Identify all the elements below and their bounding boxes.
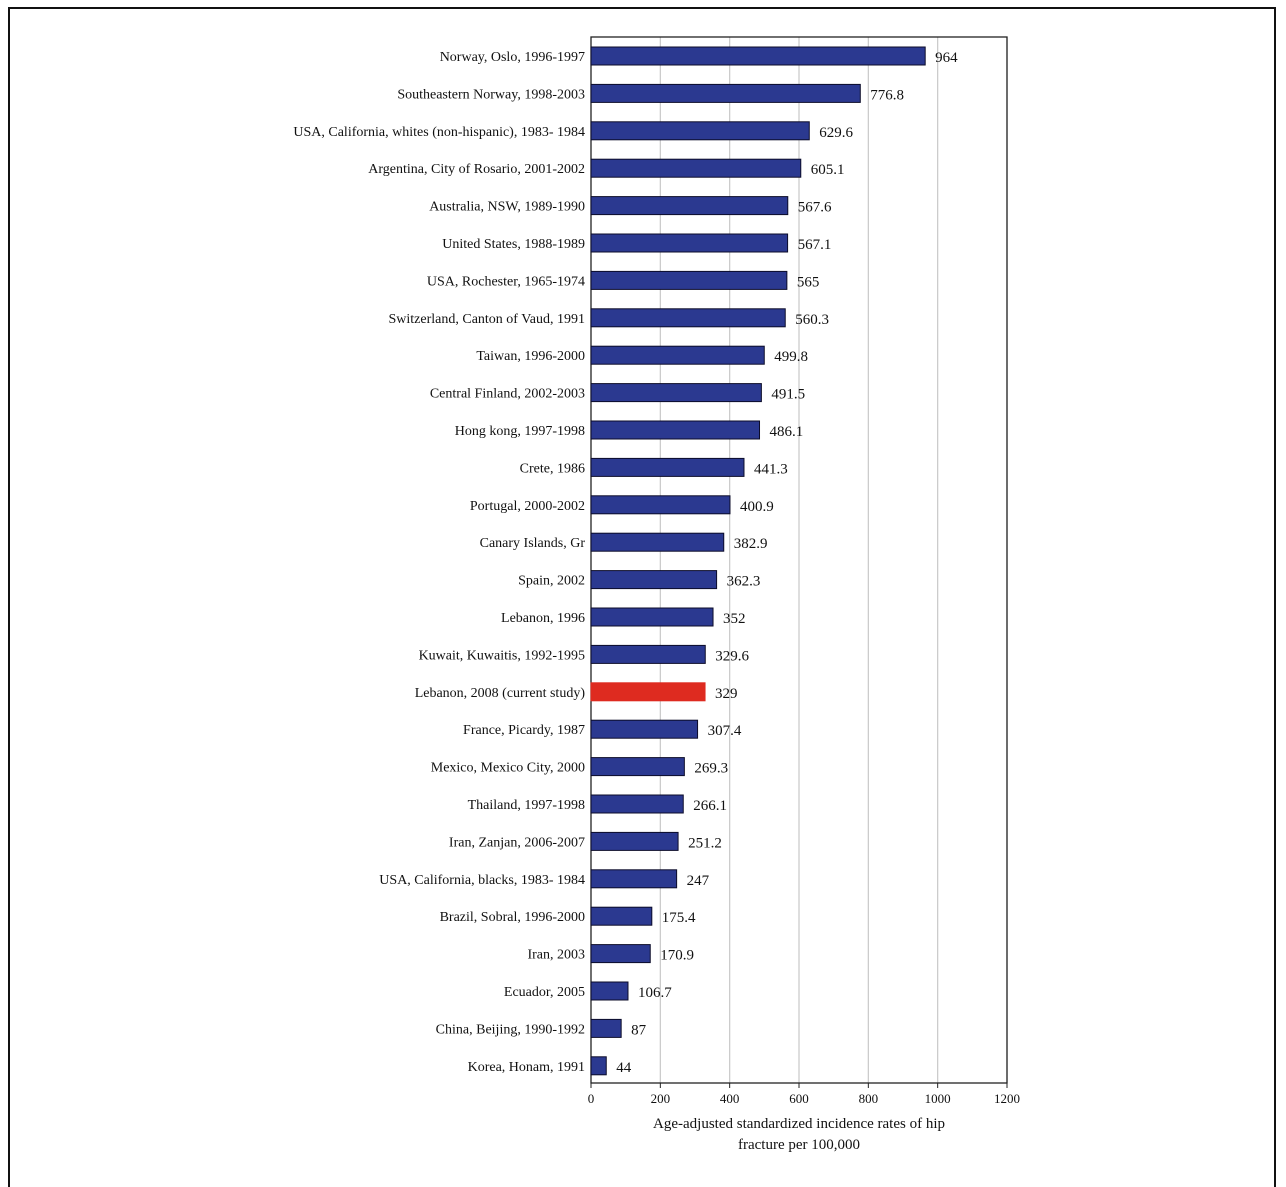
category-label: Iran, 2003 <box>527 948 585 963</box>
category-label: USA, California, whites (non-hispanic), … <box>293 125 585 140</box>
value-label: 565 <box>797 274 820 290</box>
category-label: Lebanon, 2008 (current study) <box>415 686 586 701</box>
category-label: Iran, Zanjan, 2006-2007 <box>449 835 585 850</box>
category-label: Mexico, Mexico City, 2000 <box>431 761 585 776</box>
bar <box>590 196 789 216</box>
category-label: Thailand, 1997-1998 <box>468 798 585 813</box>
category-label: Norway, Oslo, 1996-1997 <box>440 50 585 65</box>
value-label: 491.5 <box>771 387 805 403</box>
category-label: Lebanon, 1996 <box>501 611 585 626</box>
category-label: USA, Rochester, 1965-1974 <box>427 274 585 289</box>
value-label: 352 <box>723 611 746 627</box>
bar <box>590 1018 622 1038</box>
value-label: 87 <box>631 1022 647 1038</box>
category-label: Brazil, Sobral, 1996-2000 <box>440 910 585 925</box>
bar <box>590 1056 607 1076</box>
category-label: France, Picardy, 1987 <box>463 723 585 738</box>
x-axis-title-line: Age-adjusted standardized incidence rate… <box>653 1116 945 1132</box>
bar <box>590 495 731 515</box>
x-tick-label: 800 <box>859 1091 879 1106</box>
category-label: Australia, NSW, 1989-1990 <box>429 200 585 215</box>
bar <box>590 981 629 1001</box>
category-label: Central Finland, 2002-2003 <box>430 387 585 402</box>
value-label: 175.4 <box>662 910 696 926</box>
bar <box>590 757 685 777</box>
figure-frame <box>8 7 1276 1187</box>
x-tick-label: 1200 <box>994 1091 1020 1106</box>
category-label: China, Beijing, 1990-1992 <box>436 1022 585 1037</box>
bar <box>590 383 762 403</box>
category-label: Southeastern Norway, 1998-2003 <box>397 87 585 102</box>
value-label: 170.9 <box>660 948 694 964</box>
category-label: Portugal, 2000-2002 <box>470 499 585 514</box>
bar <box>590 308 786 328</box>
value-label: 266.1 <box>693 798 727 814</box>
category-label: Kuwait, Kuwaitis, 1992-1995 <box>419 648 585 663</box>
bar <box>590 794 684 814</box>
x-tick-label: 1000 <box>925 1091 951 1106</box>
category-label: Ecuador, 2005 <box>504 985 585 1000</box>
value-label: 382.9 <box>734 536 768 552</box>
value-label: 629.6 <box>819 125 853 141</box>
value-label: 567.1 <box>798 237 832 253</box>
category-label: Switzerland, Canton of Vaud, 1991 <box>389 312 586 327</box>
value-label: 605.1 <box>811 162 845 178</box>
value-label: 400.9 <box>740 499 774 515</box>
category-label: Canary Islands, Gr <box>480 536 586 551</box>
bar-highlight <box>590 682 706 702</box>
bar <box>590 607 714 627</box>
value-label: 269.3 <box>694 761 728 777</box>
value-label: 106.7 <box>638 985 672 1001</box>
value-label: 441.3 <box>754 461 788 477</box>
value-label: 567.6 <box>798 200 832 216</box>
category-label: Crete, 1986 <box>520 461 585 476</box>
value-label: 499.8 <box>774 349 808 365</box>
bar <box>590 270 788 290</box>
category-label: Taiwan, 1996-2000 <box>476 349 585 364</box>
value-label: 329 <box>715 686 738 702</box>
bar <box>590 158 802 178</box>
bar <box>590 46 926 66</box>
value-label: 329.6 <box>715 648 749 664</box>
bar <box>590 570 718 590</box>
value-label: 560.3 <box>795 312 829 328</box>
value-label: 776.8 <box>870 87 904 103</box>
category-label: Hong kong, 1997-1998 <box>455 424 585 439</box>
x-tick-label: 400 <box>720 1091 740 1106</box>
bar <box>590 233 789 253</box>
category-label: Spain, 2002 <box>518 574 585 589</box>
bar <box>590 532 725 552</box>
value-label: 247 <box>687 873 710 889</box>
category-label: Korea, Honam, 1991 <box>468 1060 585 1075</box>
category-label: USA, California, blacks, 1983- 1984 <box>379 873 585 888</box>
bar <box>590 719 699 739</box>
bar <box>590 345 765 365</box>
bar <box>590 944 651 964</box>
x-tick-label: 0 <box>588 1091 595 1106</box>
x-tick-label: 200 <box>651 1091 671 1106</box>
value-label: 251.2 <box>688 835 722 851</box>
value-label: 486.1 <box>770 424 804 440</box>
bar <box>590 121 810 141</box>
x-axis-title-line: fracture per 100,000 <box>738 1137 860 1153</box>
x-tick-label: 600 <box>789 1091 809 1106</box>
bar <box>590 83 861 103</box>
bar <box>590 420 761 440</box>
bar <box>590 906 653 926</box>
bar <box>590 831 679 851</box>
bar <box>590 457 745 477</box>
bar <box>590 869 678 889</box>
bar <box>590 644 706 664</box>
value-label: 362.3 <box>727 574 761 590</box>
value-label: 307.4 <box>708 723 742 739</box>
value-label: 964 <box>935 50 958 66</box>
value-label: 44 <box>616 1060 632 1076</box>
category-label: United States, 1988-1989 <box>442 237 585 252</box>
category-label: Argentina, City of Rosario, 2001-2002 <box>368 162 585 177</box>
